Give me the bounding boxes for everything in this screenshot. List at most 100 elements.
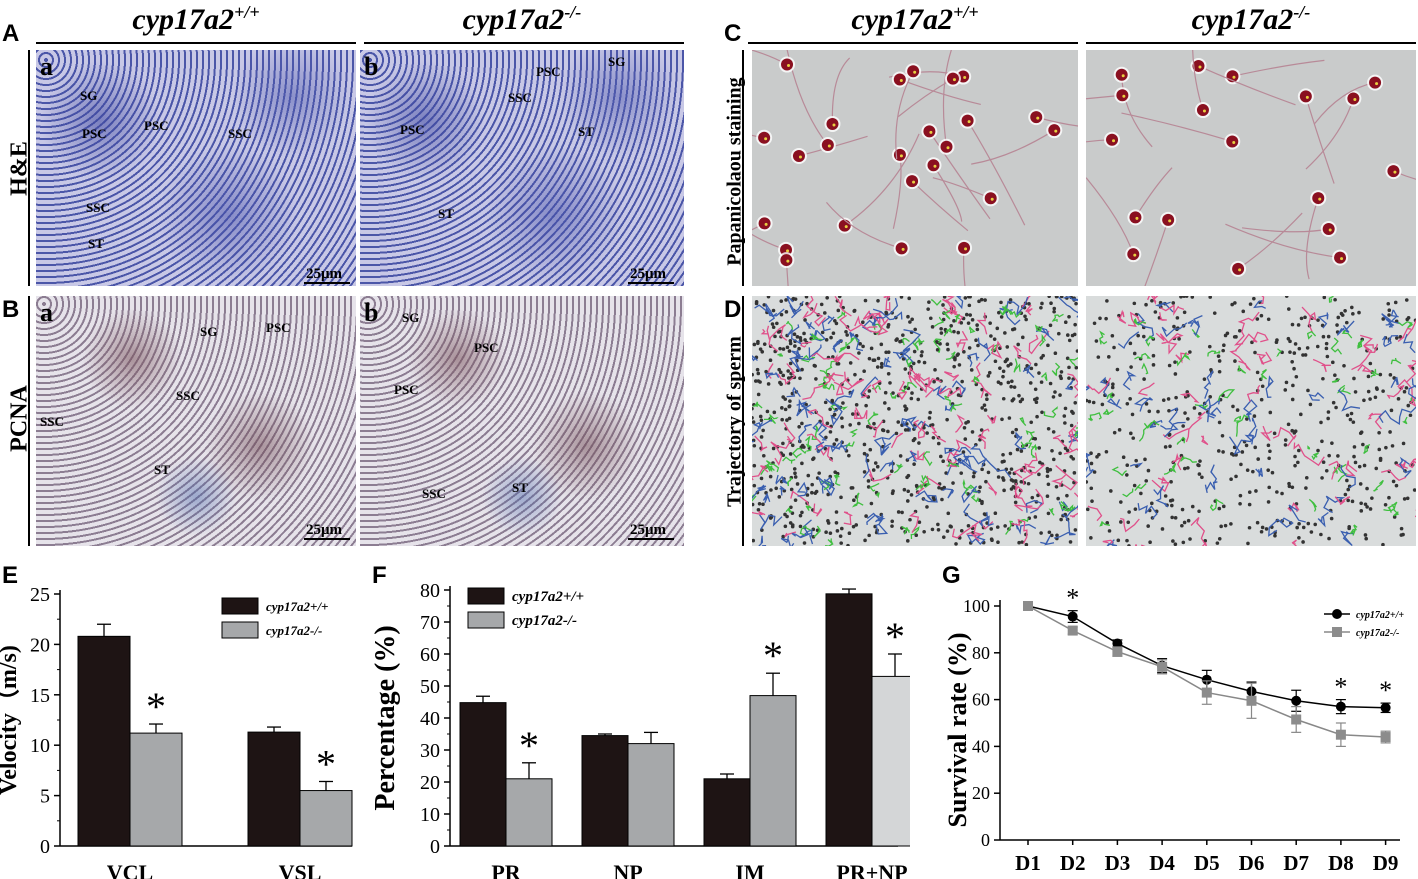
sperm-dot (998, 366, 1002, 370)
sperm-dot (983, 512, 988, 517)
sperm-dot (967, 346, 972, 350)
sperm-dot (798, 524, 803, 529)
sublabel-b: b (364, 298, 379, 327)
sperm-dot (1260, 384, 1265, 389)
sperm-dot (805, 493, 810, 497)
sperm-trajectory (976, 312, 988, 335)
sperm-dot (1125, 463, 1130, 468)
sperm-dot (1055, 296, 1059, 298)
y-tick-label: 0 (430, 836, 440, 858)
sperm-dot (922, 425, 926, 430)
sperm-dot (1287, 481, 1291, 486)
sperm-dot (1330, 441, 1334, 445)
sperm-dot (764, 369, 768, 374)
sperm-dot (1001, 374, 1005, 379)
sperm-trajectory (973, 376, 980, 384)
sperm-dot (837, 296, 842, 299)
sperm-trajectory (1014, 488, 1045, 512)
bar (299, 790, 353, 847)
sperm-trajectory (1390, 376, 1399, 388)
sperm-trajectory (1022, 463, 1034, 486)
data-point (1067, 611, 1078, 622)
sperm-trajectory (1243, 399, 1258, 422)
sperm-trajectory (752, 465, 769, 481)
sperm-dot (1096, 355, 1101, 359)
sperm-dot (1132, 351, 1137, 356)
sperm-dot (1401, 441, 1406, 446)
sperm-trajectory (1051, 313, 1064, 322)
sperm-dot (1067, 338, 1072, 343)
sperm-dot (1290, 359, 1294, 364)
sperm-dot (1215, 541, 1220, 545)
sperm-trajectory (890, 432, 904, 449)
sperm-dot (1003, 359, 1008, 364)
sperm-trajectory (1381, 313, 1401, 326)
y-tick-label: 70 (420, 612, 440, 634)
y-tick-label: 20 (30, 634, 50, 656)
sperm-trajectory (1039, 333, 1046, 347)
sperm-trajectory (1086, 385, 1091, 391)
sperm-trajectory (849, 331, 864, 352)
sperm-dot (779, 312, 784, 317)
sperm-dot (928, 410, 932, 415)
cell-tag: SG (200, 324, 218, 339)
sperm-dot (800, 421, 804, 426)
sperm-dot (1179, 453, 1184, 458)
sperm-dot (1073, 322, 1077, 327)
y-tick-label: 100 (963, 596, 990, 616)
sperm-dot (1404, 298, 1409, 302)
sperm-trajectory (1102, 539, 1114, 544)
sperm-trajectory (752, 511, 766, 516)
sperm-dot (754, 301, 759, 306)
sperm-head-spot (1232, 140, 1236, 144)
sperm-dot (1008, 298, 1013, 302)
sperm-head-spot (963, 76, 967, 80)
sperm-dot (1374, 386, 1379, 390)
sperm-dot (952, 319, 956, 323)
sperm-head-spot (964, 247, 968, 251)
sperm-dot (1255, 317, 1260, 321)
sperm-dot (1072, 471, 1077, 475)
sperm-dot (1327, 453, 1331, 458)
sperm-trajectory (832, 339, 844, 353)
sperm-dot (992, 337, 997, 341)
sperm-dot (838, 534, 843, 538)
sperm-dot (1345, 478, 1349, 483)
sperm-trajectory (872, 323, 883, 336)
x-tick-label: VCL (107, 860, 153, 879)
cell-tag: SSC (86, 200, 110, 215)
sperm-dot (1033, 437, 1038, 441)
sperm-dot (967, 296, 971, 299)
sperm-dot (1166, 397, 1171, 401)
sperm-dot (1067, 376, 1071, 380)
sperm-trajectory (1013, 345, 1032, 365)
row-rule (28, 296, 30, 546)
sperm-dot (1172, 324, 1176, 329)
sperm-dot (1073, 400, 1078, 405)
sperm-trajectory (868, 468, 892, 482)
sperm-trajectory (1308, 392, 1325, 401)
sperm-trajectory (999, 296, 1029, 316)
sperm-dot (1062, 414, 1067, 418)
sperm-dot (935, 348, 940, 352)
sperm-trajectory (807, 408, 833, 429)
sperm-dot (913, 327, 917, 332)
sperm-trajectory (752, 401, 763, 409)
sperm-dot (942, 485, 946, 490)
sperm-trajectory (796, 481, 808, 497)
sperm-dot (1184, 296, 1189, 298)
sperm-dot (917, 520, 922, 525)
significance-marker: * (316, 741, 336, 786)
sperm-dot (1105, 299, 1109, 303)
sperm-trajectory (1155, 301, 1174, 313)
sperm-dot (1125, 401, 1130, 406)
trajectory-image-knockout (1086, 296, 1416, 546)
sperm-dot (1217, 369, 1222, 374)
sperm-trajectory (825, 538, 834, 546)
sperm-trajectory (764, 460, 780, 473)
sperm-dot (778, 346, 782, 351)
sperm-trajectory (802, 373, 834, 401)
sperm-dot (1222, 343, 1226, 348)
sperm-dot (890, 519, 895, 524)
sperm-trajectory (819, 446, 834, 463)
